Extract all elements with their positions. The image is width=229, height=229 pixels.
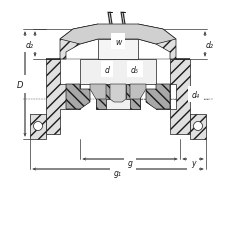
Polygon shape: [137, 25, 189, 60]
Polygon shape: [80, 60, 155, 109]
Polygon shape: [109, 85, 125, 103]
Polygon shape: [66, 85, 80, 109]
Text: w: w: [114, 37, 121, 46]
Text: d₅: d₅: [131, 65, 138, 74]
Text: d₄: d₄: [191, 90, 199, 99]
Polygon shape: [66, 85, 90, 109]
Polygon shape: [90, 85, 106, 100]
Polygon shape: [30, 114, 46, 139]
Polygon shape: [129, 85, 145, 100]
Text: g: g: [127, 159, 132, 168]
Text: d₂: d₂: [26, 40, 34, 49]
Polygon shape: [60, 25, 175, 45]
Polygon shape: [169, 60, 189, 134]
Polygon shape: [125, 85, 139, 109]
Polygon shape: [95, 85, 109, 109]
Polygon shape: [155, 85, 169, 109]
Text: D: D: [17, 80, 23, 89]
Polygon shape: [98, 40, 137, 60]
Text: d₂: d₂: [205, 40, 213, 49]
Polygon shape: [46, 25, 98, 60]
Circle shape: [33, 122, 42, 131]
Polygon shape: [189, 114, 205, 139]
Text: d: d: [104, 65, 109, 74]
Polygon shape: [145, 85, 169, 109]
Text: y: y: [190, 159, 194, 168]
Circle shape: [193, 122, 202, 131]
Text: g₁: g₁: [114, 169, 121, 178]
Polygon shape: [46, 60, 66, 134]
